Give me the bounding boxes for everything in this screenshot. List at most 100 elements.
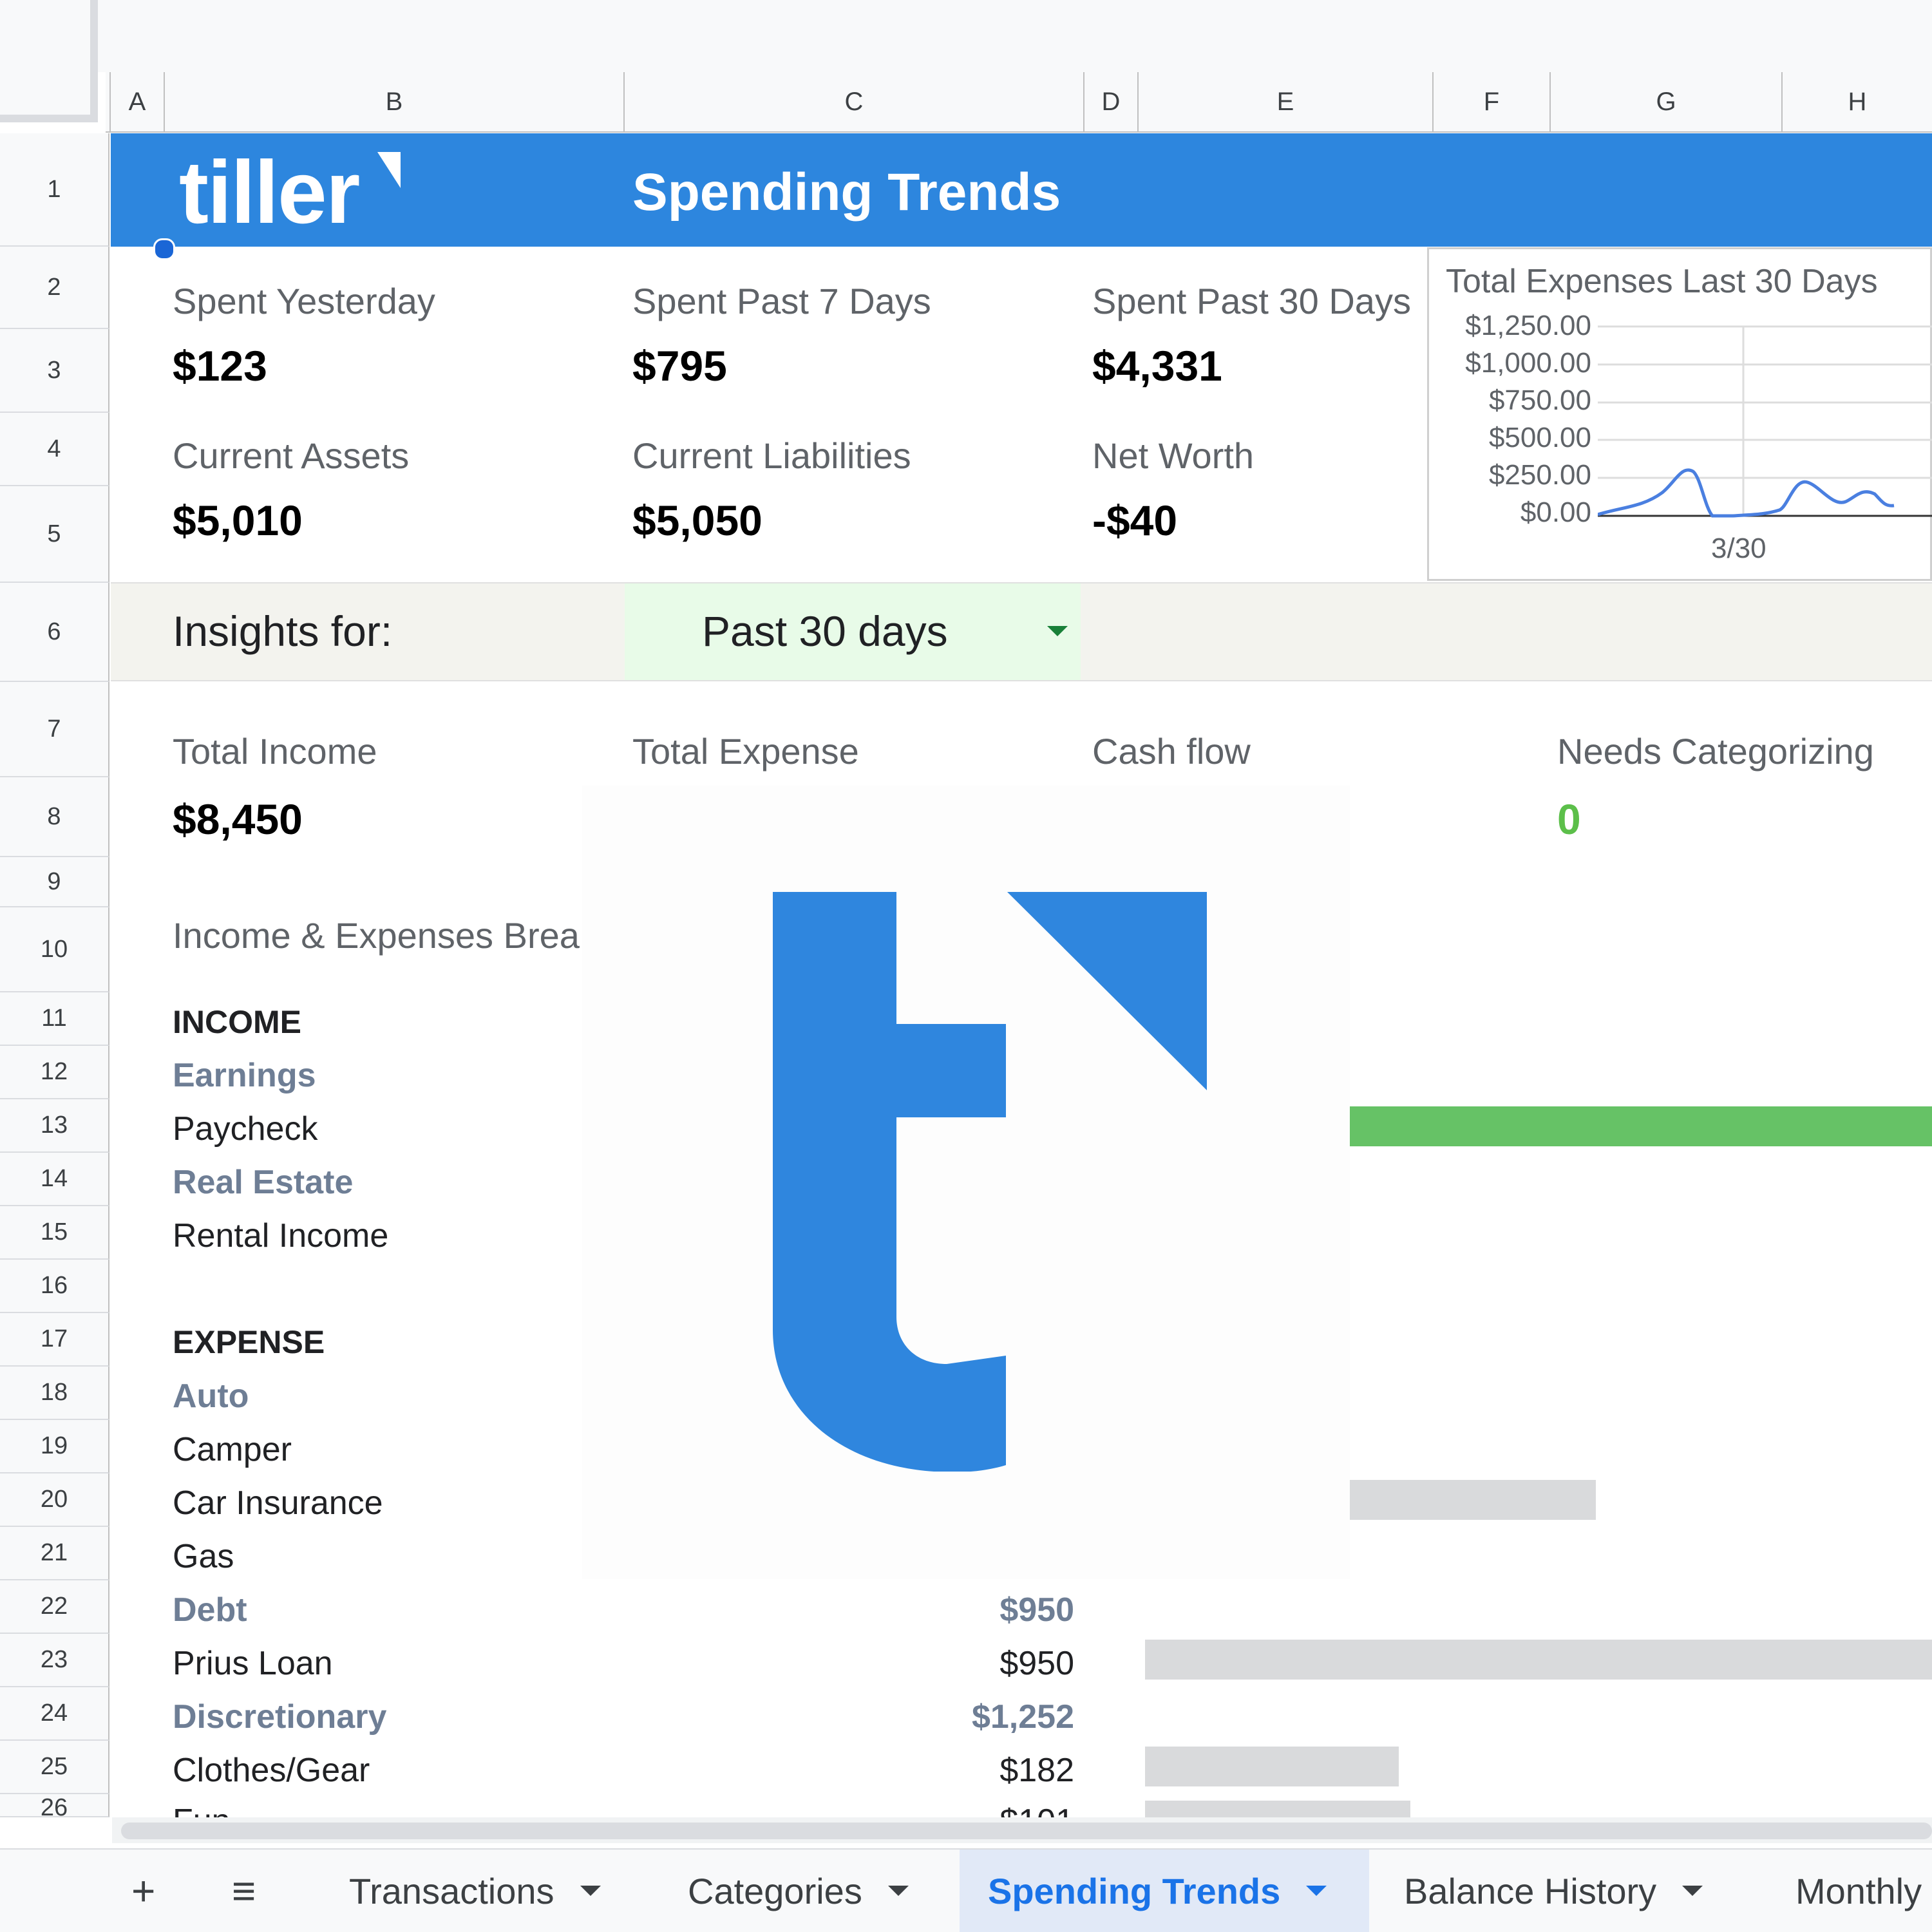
period-dropdown[interactable]: Past 30 days bbox=[625, 583, 1081, 680]
prius-loan-amount: $950 bbox=[999, 1645, 1074, 1682]
insights-label: Insights for: bbox=[173, 607, 393, 655]
clothes-gear-amount: $182 bbox=[999, 1752, 1074, 1789]
selection-handle[interactable] bbox=[153, 238, 175, 260]
category-earnings: Earnings bbox=[173, 1057, 316, 1094]
chart-plot bbox=[1598, 325, 1932, 518]
tab-monthly[interactable]: Monthly bbox=[1795, 1850, 1922, 1932]
spent-yesterday-label: Spent Yesterday bbox=[173, 281, 435, 321]
row-header-26[interactable]: 26 bbox=[0, 1794, 109, 1817]
item-partial: Fun bbox=[173, 1802, 231, 1817]
x-tick-3-30: 3/30 bbox=[1711, 533, 1766, 564]
total-income-value: $8,450 bbox=[173, 795, 303, 843]
header-banner bbox=[111, 133, 1932, 247]
column-header-g[interactable]: G bbox=[1549, 72, 1781, 131]
row-header-9[interactable]: 9 bbox=[0, 857, 109, 907]
y-tick-0: $0.00 bbox=[1520, 497, 1591, 528]
scrollbar-thumb[interactable] bbox=[121, 1823, 1932, 1839]
column-header-h[interactable]: H bbox=[1781, 72, 1932, 131]
row-header-24[interactable]: 24 bbox=[0, 1687, 109, 1741]
clothes-gear-bar bbox=[1145, 1747, 1399, 1786]
y-tick-1250: $1,250.00 bbox=[1465, 310, 1591, 341]
logo-mark-icon bbox=[377, 152, 401, 188]
prius-loan-bar bbox=[1145, 1640, 1932, 1680]
partial-amount: $101 bbox=[881, 1802, 1074, 1817]
tab-balance-history-dropdown-icon[interactable] bbox=[1682, 1886, 1703, 1896]
total-expense-label: Total Expense bbox=[632, 731, 859, 772]
current-assets-label: Current Assets bbox=[173, 435, 410, 476]
row-header-7[interactable]: 7 bbox=[0, 682, 109, 777]
row-header-11[interactable]: 11 bbox=[0, 992, 109, 1046]
partial-row-26: Fun $101 bbox=[173, 1797, 1074, 1817]
row-header-4[interactable]: 4 bbox=[0, 413, 109, 486]
dropdown-arrow-icon[interactable] bbox=[1047, 626, 1068, 636]
y-tick-500: $500.00 bbox=[1488, 422, 1591, 453]
tab-transactions-dropdown-icon[interactable] bbox=[580, 1886, 601, 1896]
row-header-10[interactable]: 10 bbox=[0, 907, 109, 992]
category-auto: Auto bbox=[173, 1378, 249, 1415]
row-header-21[interactable]: 21 bbox=[0, 1527, 109, 1580]
row-header-16[interactable]: 16 bbox=[0, 1260, 109, 1313]
tab-transactions[interactable]: Transactions bbox=[349, 1850, 601, 1932]
item-clothes-gear: Clothes/Gear bbox=[173, 1752, 370, 1789]
car-insurance-bar bbox=[1350, 1480, 1596, 1520]
net-worth-value: -$40 bbox=[1092, 497, 1178, 544]
column-header-d[interactable]: D bbox=[1083, 72, 1137, 131]
item-rental-income: Rental Income bbox=[173, 1217, 389, 1255]
row-header-13[interactable]: 13 bbox=[0, 1099, 109, 1153]
row-header-14[interactable]: 14 bbox=[0, 1153, 109, 1206]
all-sheets-menu-button[interactable]: ≡ bbox=[232, 1868, 256, 1914]
tab-spending-trends[interactable]: Spending Trends bbox=[960, 1850, 1369, 1932]
row-header-15[interactable]: 15 bbox=[0, 1206, 109, 1260]
row-header-22[interactable]: 22 bbox=[0, 1580, 109, 1634]
spent-7-days-value: $795 bbox=[632, 342, 727, 390]
current-liabilities-label: Current Liabilities bbox=[632, 435, 911, 476]
tab-balance-history[interactable]: Balance History bbox=[1404, 1850, 1703, 1932]
column-header-f[interactable]: F bbox=[1432, 72, 1549, 131]
current-liabilities-value: $5,050 bbox=[632, 497, 762, 544]
cash-flow-label: Cash flow bbox=[1092, 731, 1251, 772]
y-tick-250: $250.00 bbox=[1488, 459, 1591, 491]
row-header-18[interactable]: 18 bbox=[0, 1367, 109, 1420]
column-header-a[interactable]: A bbox=[109, 72, 164, 131]
row-header-6[interactable]: 6 bbox=[0, 583, 109, 682]
tab-spending-trends-dropdown-icon[interactable] bbox=[1306, 1886, 1327, 1896]
tab-spending-trends-label: Spending Trends bbox=[988, 1870, 1281, 1911]
select-all-corner[interactable] bbox=[0, 0, 98, 122]
period-dropdown-value: Past 30 days bbox=[702, 607, 948, 655]
spent-7-days-label: Spent Past 7 Days bbox=[632, 281, 931, 321]
net-worth-label: Net Worth bbox=[1092, 435, 1255, 476]
tab-categories[interactable]: Categories bbox=[688, 1850, 909, 1932]
tab-categories-dropdown-icon[interactable] bbox=[887, 1886, 909, 1896]
category-debt: Debt bbox=[173, 1591, 247, 1629]
page-title: Spending Trends bbox=[632, 163, 1061, 222]
chart-title: Total Expenses Last 30 Days bbox=[1446, 263, 1878, 300]
row-header-3[interactable]: 3 bbox=[0, 329, 109, 413]
discretionary-amount: $1,252 bbox=[971, 1698, 1074, 1736]
partial-bar bbox=[1145, 1801, 1410, 1817]
row-header-5[interactable]: 5 bbox=[0, 486, 109, 583]
row-header-2[interactable]: 2 bbox=[0, 247, 109, 329]
add-sheet-button[interactable]: + bbox=[131, 1868, 156, 1914]
item-car-insurance: Car Insurance bbox=[173, 1484, 383, 1522]
spent-yesterday-value: $123 bbox=[173, 342, 267, 390]
item-prius-loan: Prius Loan bbox=[173, 1645, 333, 1682]
row-header-12[interactable]: 12 bbox=[0, 1046, 109, 1099]
toolbar-area bbox=[0, 0, 1932, 72]
row-header-1[interactable]: 1 bbox=[0, 133, 109, 247]
column-header-e[interactable]: E bbox=[1137, 72, 1432, 131]
row-header-23[interactable]: 23 bbox=[0, 1634, 109, 1687]
row-header-25[interactable]: 25 bbox=[0, 1741, 109, 1794]
y-tick-750: $750.00 bbox=[1488, 384, 1591, 416]
row-header-19[interactable]: 19 bbox=[0, 1420, 109, 1473]
debt-amount: $950 bbox=[999, 1591, 1074, 1629]
tab-monthly-label: Monthly bbox=[1795, 1870, 1922, 1911]
column-header-c[interactable]: C bbox=[623, 72, 1083, 131]
row-header-8[interactable]: 8 bbox=[0, 777, 109, 857]
expenses-chart[interactable]: Total Expenses Last 30 Days $1,250.00 $1… bbox=[1427, 247, 1932, 581]
column-header-b[interactable]: B bbox=[164, 72, 623, 131]
row-header-17[interactable]: 17 bbox=[0, 1313, 109, 1367]
row-header-20[interactable]: 20 bbox=[0, 1473, 109, 1527]
category-real-estate: Real Estate bbox=[173, 1164, 354, 1201]
spent-30-days-label: Spent Past 30 Days bbox=[1092, 281, 1411, 321]
income-section-header: INCOME bbox=[173, 1004, 301, 1040]
